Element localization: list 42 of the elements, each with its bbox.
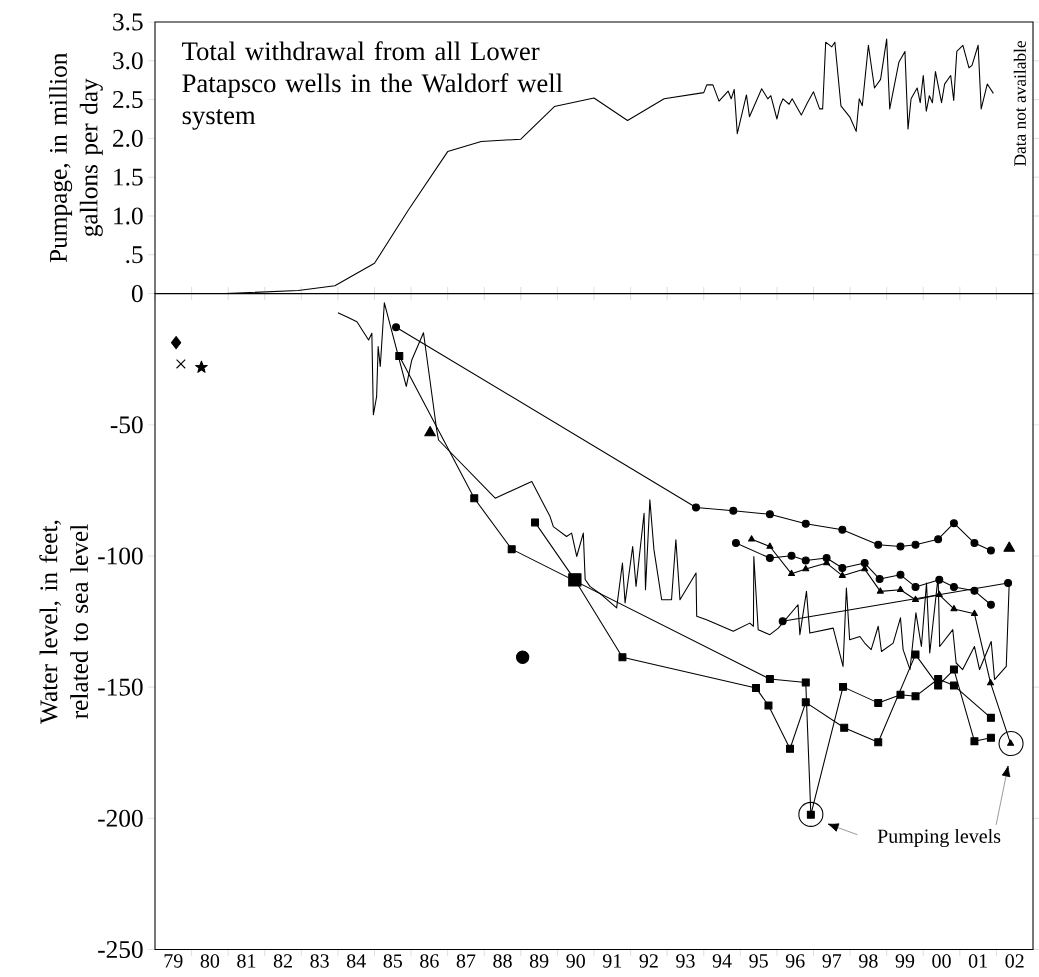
x-tick-label: 91	[602, 954, 622, 968]
x-tick-label: 80	[200, 954, 220, 968]
x-tick-label: 90	[566, 954, 585, 968]
x-tick-label: 99	[895, 954, 915, 968]
x-tick-label: 87	[456, 954, 476, 968]
annotation: Pumping levels	[877, 828, 1001, 848]
x-tick-label: 98	[859, 954, 878, 968]
y-tick-label: 1.0	[114, 207, 143, 225]
x-tick-label: 81	[237, 954, 256, 968]
y-tick-label: 1.5	[114, 168, 143, 186]
x-tick-label: 83	[310, 954, 329, 968]
x-tick-label: 96	[785, 954, 805, 968]
y-tick-label: 2.5	[113, 91, 143, 109]
x-tick-label: 95	[749, 954, 768, 968]
x-tick-label: 97	[822, 954, 842, 968]
x-tick-label: 01	[968, 954, 987, 968]
y-tick-label: 0	[131, 285, 143, 303]
y-tick-label: .5	[126, 246, 143, 264]
y-axis-title: Pumpage, in million gallons per day	[49, 52, 103, 263]
y-tick-label: -100	[98, 547, 143, 565]
x-tick-label: 00	[932, 954, 951, 968]
y-tick-label: -50	[110, 416, 143, 434]
annotation: Total withdrawal from all Lower Patapsco wells in the Waldorf well system	[182, 41, 563, 130]
x-tick-label: 93	[676, 954, 695, 968]
x-tick-label: 84	[346, 954, 366, 968]
y-tick-label: -200	[98, 809, 143, 827]
annotation: Data not available	[1013, 41, 1026, 167]
x-tick-label: 85	[383, 954, 403, 968]
y-tick-label: 3.0	[113, 52, 143, 70]
x-tick-label: 89	[529, 954, 549, 968]
x-tick-label: 82	[273, 954, 292, 968]
y-tick-label: 3.5	[113, 13, 143, 31]
x-tick-label: 94	[712, 954, 732, 968]
y-tick-label: 2.0	[113, 129, 143, 147]
y-axis-title: Water level, in feet, related to sea level	[39, 520, 89, 724]
x-tick-label: 92	[639, 954, 658, 968]
y-tick-label: -150	[98, 678, 143, 696]
y-tick-label: -250	[98, 940, 143, 959]
x-tick-label: 79	[164, 954, 183, 968]
x-tick-label: 88	[493, 954, 512, 968]
x-tick-label: 86	[420, 954, 439, 968]
x-tick-label: 02	[1005, 954, 1024, 968]
